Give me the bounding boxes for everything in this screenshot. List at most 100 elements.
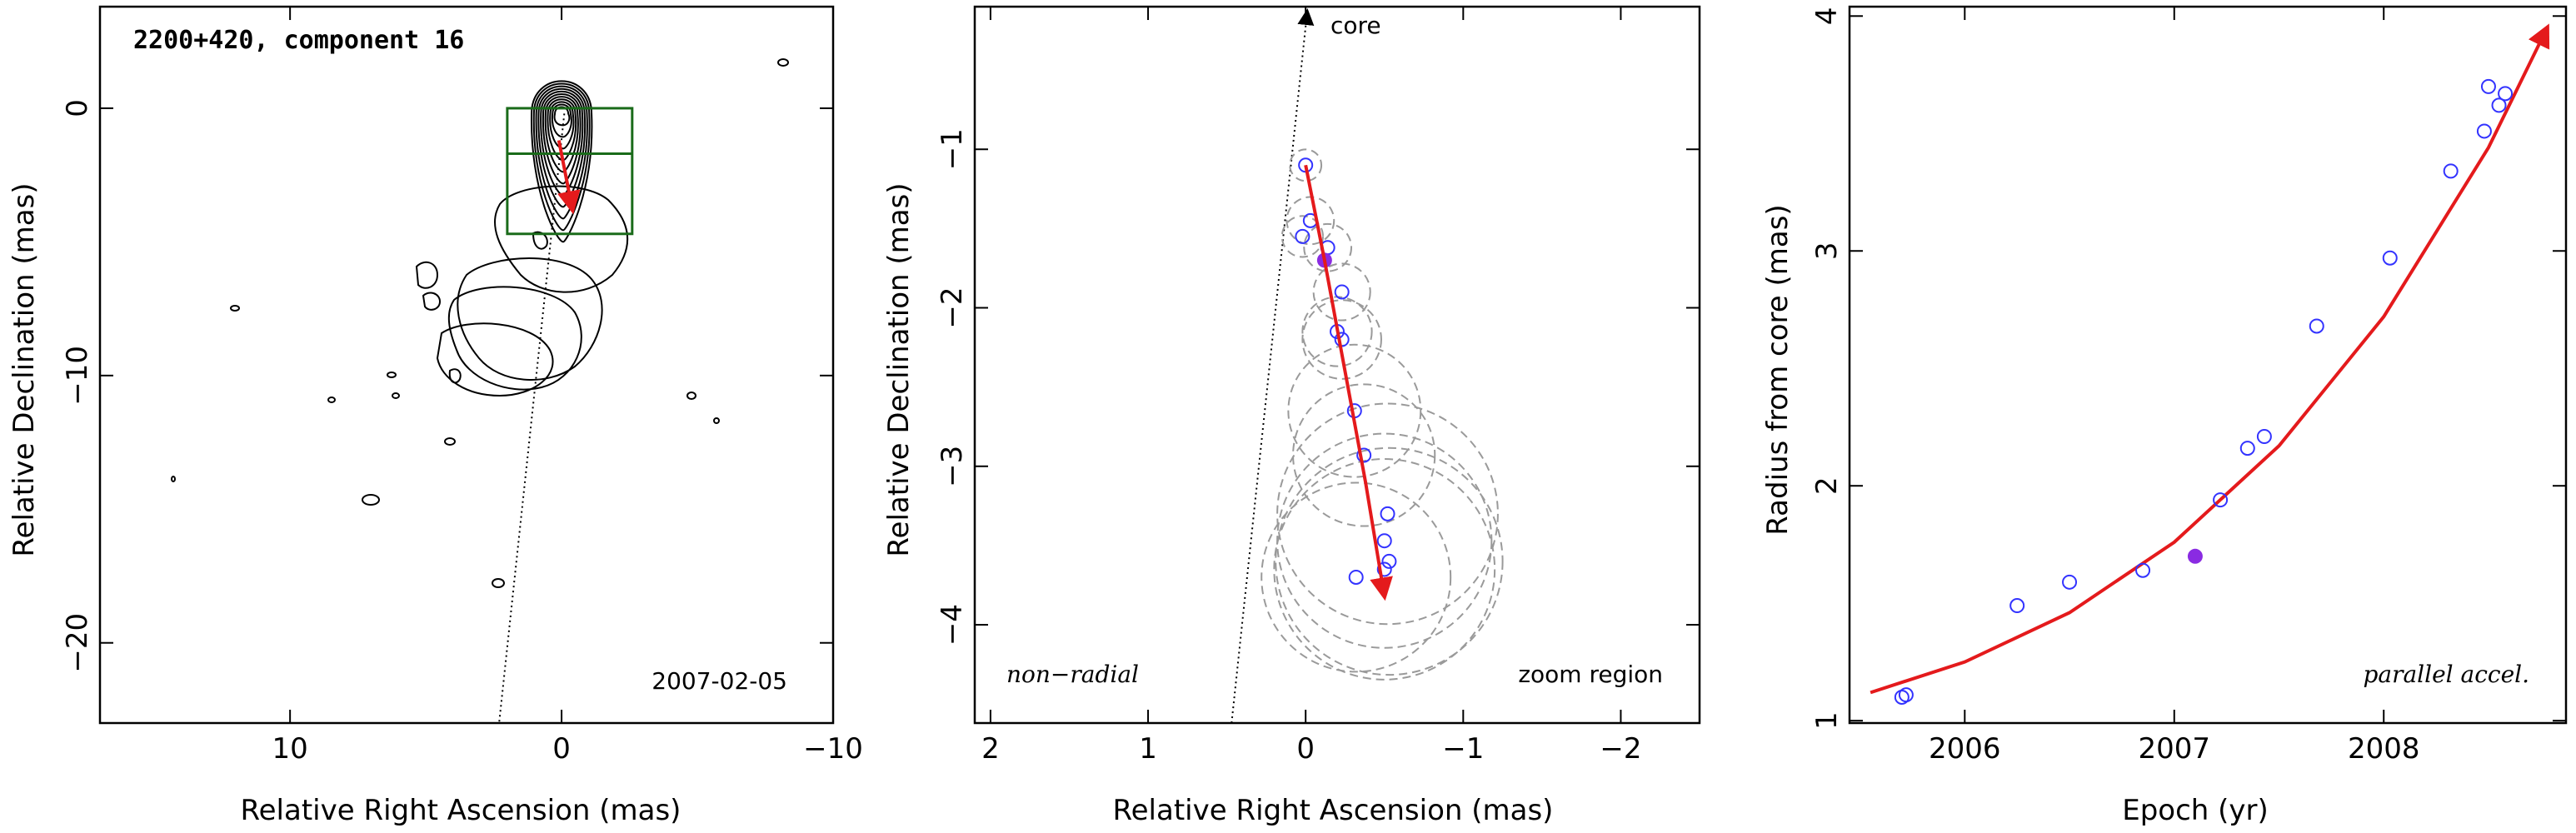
plot-frame — [1848, 5, 2568, 725]
contour-line — [422, 292, 442, 311]
data-point — [2256, 429, 2272, 444]
data-point — [2480, 78, 2496, 94]
data-point — [2062, 574, 2078, 590]
x-tick-label: 10 — [272, 732, 308, 766]
contour-line — [415, 261, 439, 289]
data-point — [2491, 97, 2507, 113]
data-point — [1380, 506, 1395, 521]
zoom-region-label: zoom region — [1518, 661, 1663, 688]
component-size-circle — [1312, 262, 1371, 322]
x-tick-label: −10 — [803, 732, 863, 766]
panel-contour-map: 10 0 −10 0 −10 −20 2200+420, component 16 200… — [7, 5, 863, 827]
data-point — [2135, 562, 2151, 578]
highlight-point — [2187, 548, 2203, 564]
data-point — [1898, 687, 1914, 703]
data-point — [2498, 86, 2514, 102]
parallel-accel-label: parallel accel. — [2363, 661, 2529, 688]
y-tick-label: −3 — [936, 446, 969, 487]
panel-zoom-region: 2 1 0 −1 −2 −1 −2 −3 −4 core non−radial zoom reg… — [882, 5, 1701, 827]
contour-line — [549, 101, 575, 150]
y-tick-label: 1 — [1810, 711, 1844, 730]
fit-curve — [1304, 164, 1393, 601]
contour-line — [532, 231, 548, 250]
data-point — [2476, 123, 2492, 139]
x-tick-label: 2008 — [2348, 732, 2420, 766]
data-point — [2443, 163, 2459, 179]
component-size-circle — [1281, 215, 1324, 258]
x-tick-label: 2 — [981, 732, 1000, 766]
contour-line — [448, 368, 462, 384]
plot-frame — [973, 5, 1701, 725]
data-point — [1381, 553, 1397, 569]
contour-line — [392, 392, 400, 399]
component-size-circle — [1276, 402, 1499, 626]
contour-line — [537, 87, 587, 208]
y-axis-label: Radius from core (mas) — [1761, 204, 1795, 535]
contour-line — [535, 85, 588, 220]
x-tick-label: 2006 — [1929, 732, 2001, 766]
data-point — [1295, 228, 1310, 244]
non-radial-label: non−radial — [1006, 661, 1139, 688]
component-size-circle — [1303, 222, 1353, 272]
x-tick-label: 1 — [1139, 732, 1157, 766]
component-size-circle — [1292, 383, 1436, 527]
y-axis-label: Relative Declination (mas) — [7, 182, 41, 556]
contour-line — [171, 476, 176, 482]
x-tick-label: 0 — [1296, 732, 1315, 766]
core-line — [1231, 8, 1315, 724]
zoom-box — [506, 107, 634, 236]
component-size-circle — [1276, 432, 1493, 649]
panel-radius-vs-epoch: 2006 2007 2008 1 2 3 4 parallel accel. Epoch (… — [1761, 5, 2568, 827]
contour-line — [551, 103, 572, 138]
data-point — [1356, 447, 1372, 463]
contour-line — [547, 98, 577, 162]
contour-line — [494, 185, 629, 293]
y-axis-label: Relative Declination (mas) — [882, 182, 916, 556]
y-tick-label: −4 — [936, 604, 969, 646]
contour-line — [457, 257, 603, 381]
x-tick-label: 2007 — [2139, 732, 2211, 766]
data-point — [2382, 250, 2398, 266]
x-axis-label: Relative Right Ascension (mas) — [241, 794, 681, 827]
component-size-circle — [1275, 446, 1504, 676]
contour-line — [553, 106, 571, 127]
contour-line — [777, 58, 789, 67]
data-point — [2213, 492, 2229, 508]
component-size-circle — [1287, 343, 1422, 478]
contour-line — [387, 372, 397, 378]
component-size-circle — [1301, 299, 1382, 380]
component-size-circle — [1273, 458, 1496, 681]
x-tick-label: −2 — [1600, 732, 1641, 766]
contour-line — [447, 286, 582, 391]
data-point — [1348, 569, 1364, 585]
contour-line — [540, 91, 584, 197]
x-tick-label: −1 — [1442, 732, 1484, 766]
data-point — [1334, 284, 1350, 300]
data-point — [2239, 441, 2255, 456]
data-point — [2309, 318, 2324, 334]
y-tick-label: 2 — [1810, 476, 1844, 495]
contour-line — [686, 392, 696, 400]
contour-line — [230, 305, 240, 312]
contour-line — [542, 93, 582, 185]
panel-title: 2200+420, component 16 — [133, 26, 464, 55]
contour-group — [171, 58, 789, 588]
core-line — [498, 113, 566, 724]
contour-line — [713, 417, 720, 424]
component-size-circle — [1286, 196, 1335, 246]
contour-line — [444, 437, 456, 446]
y-tick-label: 4 — [1810, 7, 1844, 25]
plot-frame — [98, 5, 835, 725]
contour-line — [492, 578, 505, 588]
core-label: core — [1330, 12, 1381, 39]
x-tick-label: 0 — [552, 732, 571, 766]
fit-curve — [1870, 23, 2550, 695]
contour-line — [327, 397, 336, 403]
contour-line — [362, 494, 380, 506]
y-tick-label: 3 — [1810, 242, 1844, 260]
y-tick-label: −1 — [936, 128, 969, 170]
epoch-label: 2007-02-05 — [651, 667, 787, 695]
x-axis-label: Epoch (yr) — [2122, 794, 2269, 827]
component-size-circle — [1261, 481, 1452, 673]
